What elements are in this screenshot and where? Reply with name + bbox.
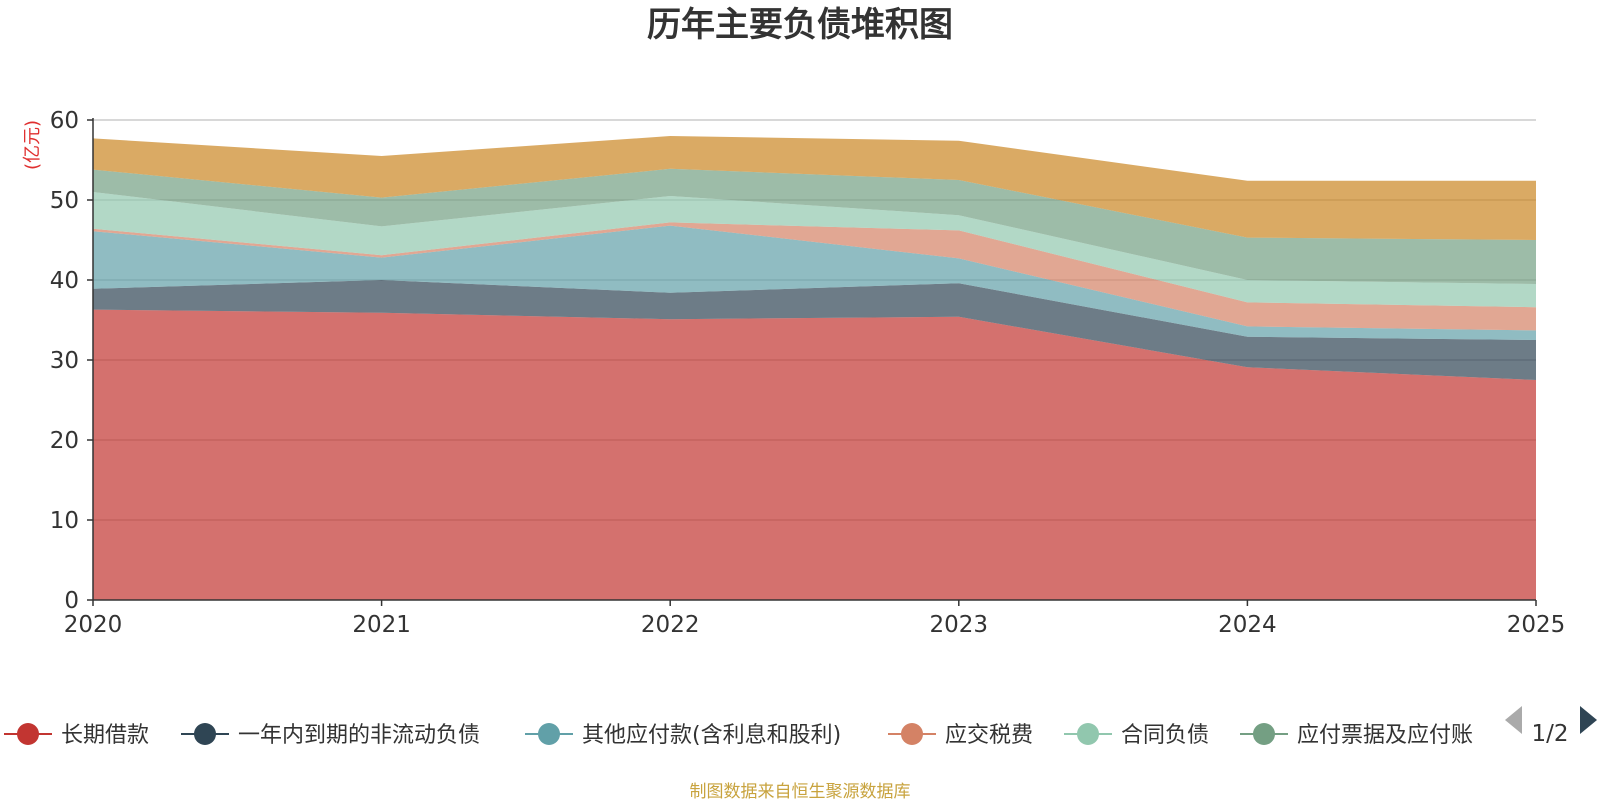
legend-marker-0 [17, 723, 39, 745]
area-series-2[interactable] [93, 225, 1536, 340]
legend-label-5: 应付票据及应付账 [1297, 723, 1473, 748]
area-series-1[interactable] [93, 280, 1536, 380]
y-axis-unit: (亿元) [22, 120, 43, 170]
y-tick-label-20: 20 [50, 428, 79, 454]
y-tick-label-10: 10 [50, 508, 79, 534]
legend-prev-page-icon[interactable] [1505, 706, 1522, 734]
legend-page-indicator: 1/2 [1531, 721, 1568, 747]
data-source-note: 制图数据来自恒生聚源数据库 [690, 782, 911, 800]
area-series-3[interactable] [93, 222, 1536, 331]
legend-marker-5 [1253, 723, 1275, 745]
legend-marker-4 [1077, 723, 1099, 745]
x-tick-label-2023: 2023 [930, 612, 989, 638]
legend-marker-3 [901, 723, 923, 745]
area-series-0[interactable] [93, 309, 1536, 600]
y-tick-label-50: 50 [50, 188, 79, 214]
legend-pager[interactable]: 1/2 [1505, 706, 1597, 747]
legend-marker-1 [194, 723, 216, 745]
x-tick-label-2021: 2021 [352, 612, 411, 638]
legend-item-1[interactable]: 一年内到期的非流动负债 [181, 723, 480, 748]
axes: 0 10 20 30 40 50 60 2020 2021 2022 2023 2024 2025 [50, 108, 1566, 638]
y-tick-label-0: 0 [64, 588, 79, 614]
area-series[interactable] [93, 136, 1536, 600]
legend-label-0: 长期借款 [61, 723, 149, 748]
area-series-5[interactable] [93, 168, 1536, 284]
x-tick-label-2020: 2020 [64, 612, 123, 638]
chart-title: 历年主要负债堆积图 [647, 5, 953, 45]
area-series-4[interactable] [93, 192, 1536, 308]
legend-label-4: 合同负债 [1121, 723, 1209, 748]
legend-label-1: 一年内到期的非流动负债 [238, 723, 480, 748]
y-tick-label-30: 30 [50, 348, 79, 374]
x-tick-label-2022: 2022 [641, 612, 700, 638]
legend-item-3[interactable]: 应交税费 [888, 723, 1033, 748]
y-tick-label-40: 40 [50, 268, 79, 294]
legend-label-3: 应交税费 [945, 723, 1033, 748]
legend-marker-2 [538, 723, 560, 745]
legend-label-2: 其他应付款(含利息和股利) [582, 723, 841, 748]
legend-item-5[interactable]: 应付票据及应付账 [1240, 723, 1473, 748]
legend-item-4[interactable]: 合同负债 [1064, 723, 1209, 748]
legend[interactable]: 长期借款 一年内到期的非流动负债 其他应付款(含利息和股利) 应交税费 合同负债 应付票据… [4, 723, 1473, 748]
x-tick-label-2024: 2024 [1218, 612, 1277, 638]
area-series-6[interactable] [93, 136, 1536, 240]
legend-item-2[interactable]: 其他应付款(含利息和股利) [525, 723, 841, 748]
x-tick-label-2025: 2025 [1507, 612, 1566, 638]
y-tick-label-60: 60 [50, 108, 79, 134]
legend-item-0[interactable]: 长期借款 [4, 723, 149, 748]
legend-next-page-icon[interactable] [1580, 706, 1597, 734]
